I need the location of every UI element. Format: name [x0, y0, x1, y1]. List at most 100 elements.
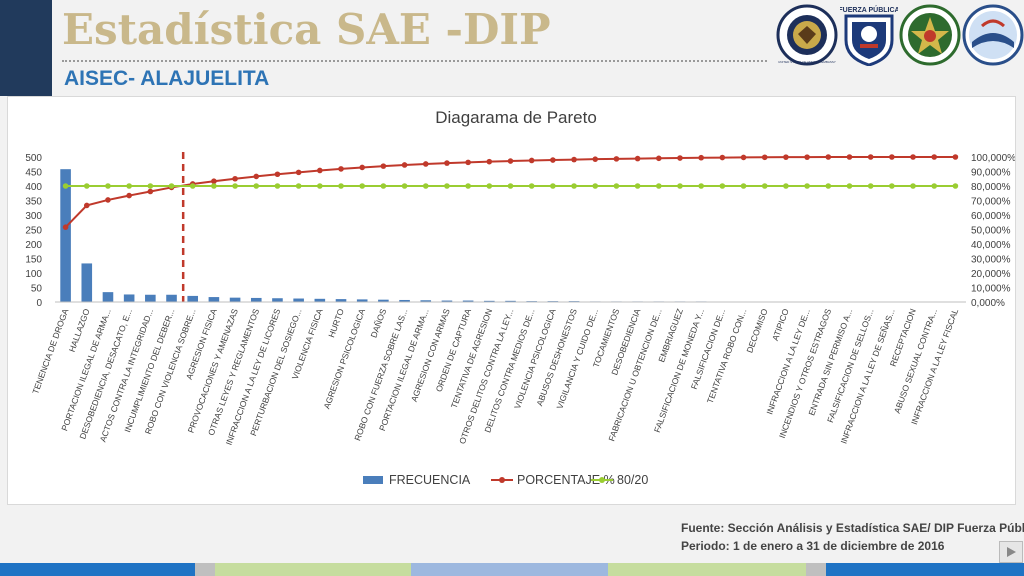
frequency-bar [314, 298, 326, 302]
series-point [867, 154, 874, 160]
series-point [465, 159, 471, 166]
series-point [338, 183, 344, 189]
frequency-bar [60, 169, 71, 302]
us-embassy-seal-icon: UNITED STATES OF AMERICA EMBASSY [776, 4, 838, 66]
series-point [931, 183, 938, 189]
series-point [783, 154, 789, 160]
bottom-color-bar [0, 563, 1024, 576]
frequency-bar [399, 299, 410, 302]
bottom-bar-segment [0, 563, 195, 576]
series-point [719, 183, 726, 189]
series-point [528, 157, 535, 164]
series-point [931, 154, 938, 160]
title-divider [62, 60, 767, 62]
series-point [634, 155, 641, 162]
legend-label: FRECUENCIA [389, 473, 471, 487]
bottom-bar-segment [411, 563, 608, 576]
legend-label: 80/20 [617, 473, 648, 487]
chart-title: Diagarama de Pareto [435, 108, 597, 127]
frequency-bar [145, 294, 156, 302]
series-point [401, 183, 408, 189]
series-point [613, 183, 620, 189]
series-point [147, 183, 154, 189]
y2-tick-label: 100,000% [971, 153, 1015, 164]
series-line [64, 156, 956, 228]
series-point [380, 163, 387, 169]
y-tick-label: 350 [25, 197, 42, 208]
series-point [444, 160, 450, 166]
series-point [592, 156, 599, 162]
series-point [295, 169, 302, 176]
series-point [804, 183, 810, 189]
series-point [168, 183, 175, 189]
series-point [338, 166, 344, 172]
y2-tick-label: 20,000% [971, 269, 1011, 280]
series-point [422, 183, 429, 189]
series-point [952, 154, 959, 160]
frequency-bar [293, 298, 304, 302]
series-point [62, 224, 69, 230]
series-point [719, 154, 726, 161]
shield-text: FUERZA PÚBLICA [840, 5, 898, 14]
frequency-bar [102, 292, 114, 302]
y-tick-label: 200 [25, 240, 42, 251]
left-accent-bar [0, 0, 52, 96]
series-point [846, 183, 853, 189]
category-label: AGRESION PSICOLOGICA [321, 307, 367, 410]
frequency-bar [123, 294, 135, 302]
legend-item: PORCENTAJE % [491, 473, 615, 487]
series-point [274, 183, 281, 189]
series-point [147, 188, 154, 195]
series-point [232, 183, 238, 189]
y-tick-label: 150 [25, 255, 42, 266]
footer-source: Fuente: Sección Análisis y Estadística S… [681, 521, 1024, 535]
frequency-bar [441, 300, 453, 302]
series-point [83, 183, 90, 189]
y2-tick-label: 0,000% [971, 298, 1005, 309]
series-point [380, 183, 387, 189]
series-point [253, 183, 260, 189]
frequency-bar [420, 300, 432, 302]
series-point [592, 183, 599, 189]
series-point [422, 161, 429, 167]
police-badge-icon [899, 4, 961, 66]
y-tick-label: 100 [25, 269, 42, 280]
bottom-bar-segment [195, 563, 215, 576]
series-point [698, 154, 704, 161]
series-point [126, 192, 132, 199]
y2-tick-label: 50,000% [971, 226, 1011, 237]
series-point [634, 183, 641, 189]
series-point [211, 183, 217, 189]
frequency-bar [166, 294, 177, 302]
series-point [910, 183, 916, 189]
category-label: HALLAZGO [67, 307, 92, 353]
frequency-bar [229, 297, 241, 302]
y-tick-label: 450 [25, 168, 42, 179]
series-point [465, 183, 471, 189]
frequency-bar [208, 297, 220, 302]
y-tick-label: 500 [25, 153, 42, 164]
series-point [825, 183, 832, 189]
series-point [656, 155, 662, 162]
footer-period: Periodo: 1 de enero a 31 de diciembre de… [681, 539, 945, 553]
series-point [507, 183, 514, 189]
series-point [761, 154, 768, 161]
series-point [910, 154, 916, 160]
series-point [571, 156, 577, 163]
fuerza-publica-shield-icon: FUERZA PÚBLICA [840, 5, 898, 66]
page-title: Estadística SAE -DIP [62, 5, 551, 54]
frequency-bar [81, 263, 93, 302]
series-point [656, 183, 662, 189]
category-label: HURTO [326, 307, 346, 339]
category-label: DECOMISO [744, 307, 769, 354]
series-point [486, 183, 493, 189]
slide-nav-button[interactable] [999, 541, 1023, 563]
series-point [105, 183, 111, 189]
series-point [867, 183, 874, 189]
pareto-chart: Diagarama de Pareto 0 50 100 150 200 250 300 35… [25, 108, 1016, 487]
bottom-bar-segment [215, 563, 411, 576]
y2-tick-label: 60,000% [971, 211, 1011, 222]
series-point [889, 183, 895, 189]
category-label: DAÑOS [369, 307, 389, 339]
y-tick-label: 50 [31, 284, 43, 295]
